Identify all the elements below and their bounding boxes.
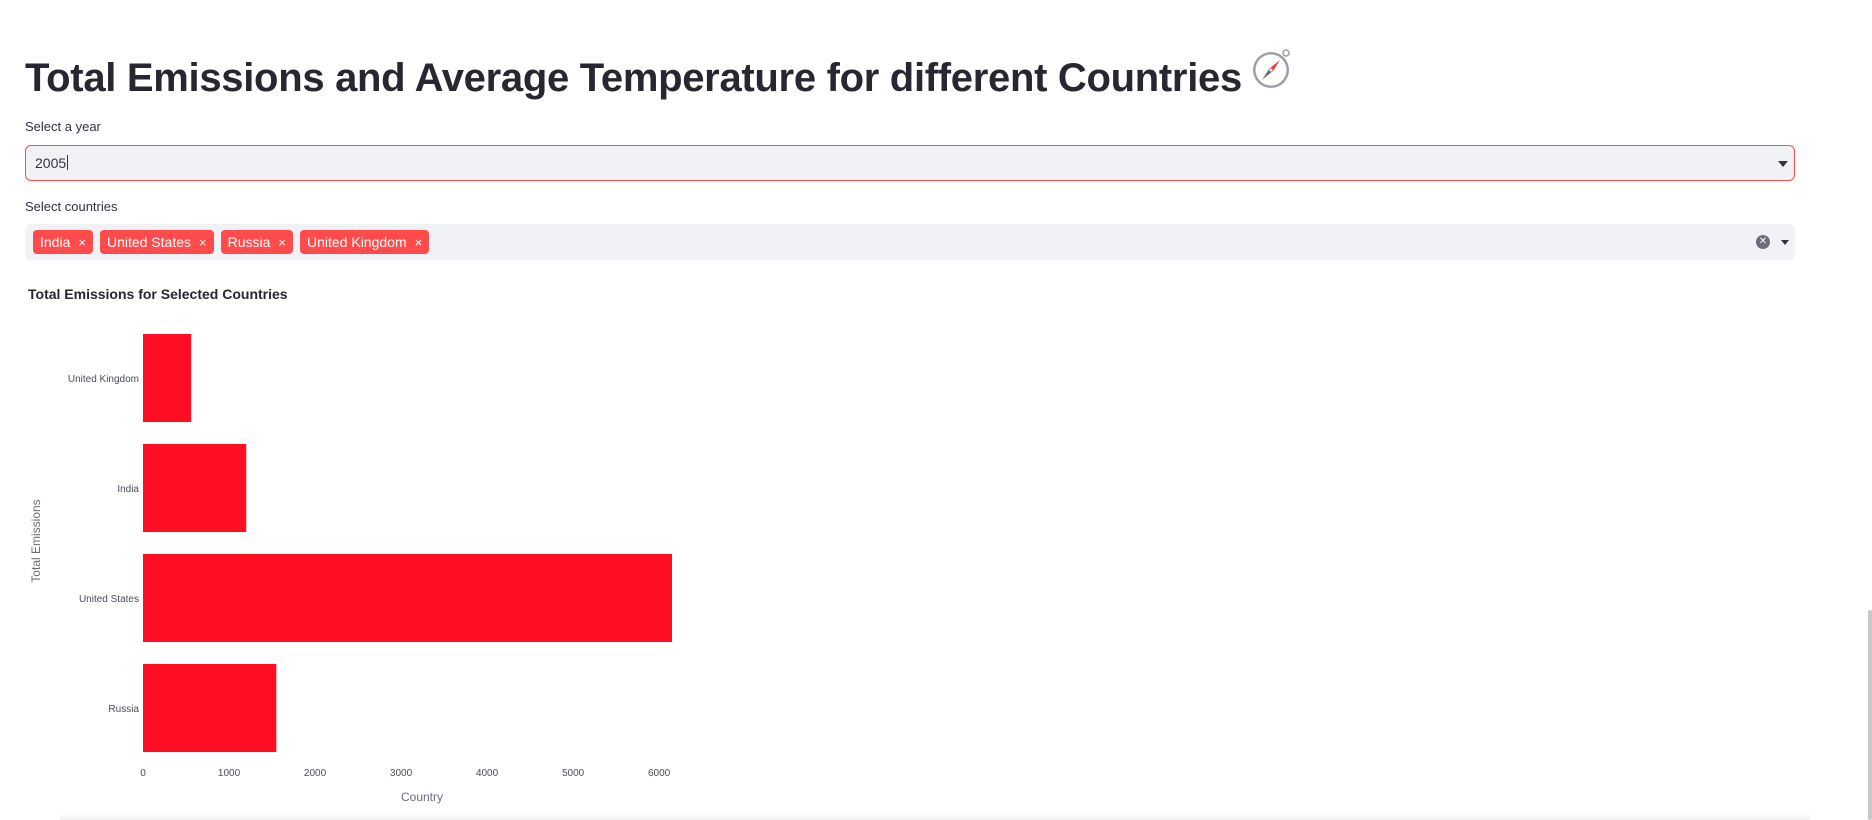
x-tick-label: 2000 [304,768,327,779]
x-tick-label: 5000 [562,768,585,779]
tag-label: Russia [227,234,271,250]
y-tick-label: India [117,484,139,495]
page-scrollbar[interactable] [1868,610,1872,820]
chevron-down-icon[interactable] [1781,240,1789,245]
bottom-shadow [60,812,1810,820]
chart-title: Total Emissions for Selected Countries [28,286,288,302]
y-axis-label: Total Emissions [29,499,43,582]
x-tick-label: 1000 [218,768,241,779]
x-tick-label: 0 [140,768,146,779]
selected-tags: India × United States × Russia × United Kin… [33,230,430,254]
clear-all-icon[interactable]: ✕ [1756,235,1770,249]
page-title: Total Emissions and Average Temperature … [25,48,1292,109]
compass-icon [1250,48,1292,105]
countries-select-label: Select countries [25,199,118,214]
tag-united-states: United States × [99,230,214,254]
tag-russia: Russia × [220,230,293,254]
year-select-value: 2005 [35,155,67,171]
x-tick-label: 3000 [390,768,413,779]
x-tick-label: 6000 [648,768,671,779]
remove-tag-icon[interactable]: × [199,234,207,250]
remove-tag-icon[interactable]: × [278,234,286,250]
remove-tag-icon[interactable]: × [414,234,423,250]
tag-label: United Kingdom [307,234,407,250]
x-axis-label: Country [401,790,443,804]
bar-united-kingdom [143,334,192,422]
year-select-input[interactable]: 2005 [35,155,69,171]
year-select-label: Select a year [25,119,101,134]
chevron-down-icon[interactable] [1778,161,1788,167]
x-tick-label: 4000 [476,768,499,779]
y-tick-label: United States [79,594,139,605]
tag-united-kingdom: United Kingdom × [300,230,430,254]
countries-multiselect[interactable]: India × United States × Russia × United Kin… [25,224,1795,260]
bar-india [143,444,247,532]
year-select[interactable]: 2005 [25,145,1795,181]
tag-label: United States [106,234,192,250]
page-title-text: Total Emissions and Average Temperature … [25,56,1242,100]
bar-russia [143,664,277,752]
bar-united-states [143,554,672,642]
y-tick-label: United Kingdom [68,374,139,385]
tag-label: India [40,234,71,250]
y-tick-label: Russia [108,704,139,715]
tag-india: India × [33,230,93,254]
remove-tag-icon[interactable]: × [78,234,86,250]
text-caret [67,155,69,170]
